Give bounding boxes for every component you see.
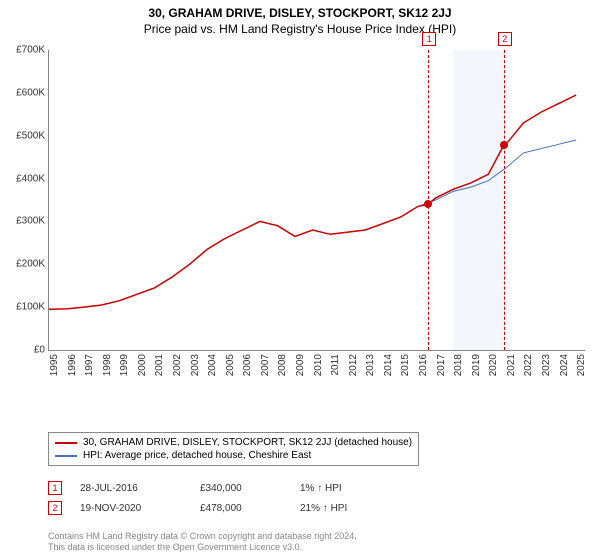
sale-badge: 2 bbox=[48, 501, 62, 515]
arrow-up-icon: ↑ bbox=[323, 503, 328, 514]
sale-marker-badge: 1 bbox=[422, 32, 436, 46]
sale-diff: 1% ↑ HPI bbox=[300, 483, 390, 494]
legend-item: 30, GRAHAM DRIVE, DISLEY, STOCKPORT, SK1… bbox=[55, 436, 412, 449]
sale-vline bbox=[504, 50, 505, 350]
y-tick-label: £0 bbox=[1, 345, 45, 356]
legend-box: 30, GRAHAM DRIVE, DISLEY, STOCKPORT, SK1… bbox=[48, 432, 419, 466]
sale-date: 28-JUL-2016 bbox=[80, 483, 200, 494]
plot-region: £0£100K£200K£300K£400K£500K£600K£700K199… bbox=[48, 50, 585, 351]
sale-row: 1 28-JUL-2016£340,0001% ↑ HPI bbox=[48, 478, 390, 498]
y-tick-label: £300K bbox=[1, 216, 45, 227]
legend-label: HPI: Average price, detached house, Ches… bbox=[83, 450, 311, 461]
footer-line2: This data is licensed under the Open Gov… bbox=[48, 542, 357, 554]
sales-table: 1 28-JUL-2016£340,0001% ↑ HPI 2 19-NOV-2020… bbox=[48, 478, 390, 518]
legend-item: HPI: Average price, detached house, Ches… bbox=[55, 449, 412, 462]
y-tick-label: £200K bbox=[1, 259, 45, 270]
chart-area: £0£100K£200K£300K£400K£500K£600K£700K199… bbox=[48, 50, 584, 390]
y-tick-label: £400K bbox=[1, 173, 45, 184]
arrow-up-icon: ↑ bbox=[317, 483, 322, 494]
legend-swatch bbox=[55, 442, 77, 444]
sale-marker-badge: 2 bbox=[498, 32, 512, 46]
legend-label: 30, GRAHAM DRIVE, DISLEY, STOCKPORT, SK1… bbox=[83, 437, 412, 448]
sale-price: £478,000 bbox=[200, 503, 300, 514]
footer-line1: Contains HM Land Registry data © Crown c… bbox=[48, 531, 357, 543]
footer-attribution: Contains HM Land Registry data © Crown c… bbox=[48, 531, 357, 554]
y-tick-label: £700K bbox=[1, 45, 45, 56]
y-tick-label: £100K bbox=[1, 302, 45, 313]
sale-badge: 1 bbox=[48, 481, 62, 495]
sale-date: 19-NOV-2020 bbox=[80, 503, 200, 514]
sale-row: 2 19-NOV-2020£478,00021% ↑ HPI bbox=[48, 498, 390, 518]
sale-price: £340,000 bbox=[200, 483, 300, 494]
y-tick-label: £600K bbox=[1, 87, 45, 98]
legend-swatch bbox=[55, 455, 77, 457]
series-line-hpi bbox=[49, 140, 576, 309]
chart-title: 30, GRAHAM DRIVE, DISLEY, STOCKPORT, SK1… bbox=[0, 0, 600, 20]
series-line-property bbox=[49, 95, 576, 309]
y-tick-label: £500K bbox=[1, 130, 45, 141]
sale-diff: 21% ↑ HPI bbox=[300, 503, 390, 514]
